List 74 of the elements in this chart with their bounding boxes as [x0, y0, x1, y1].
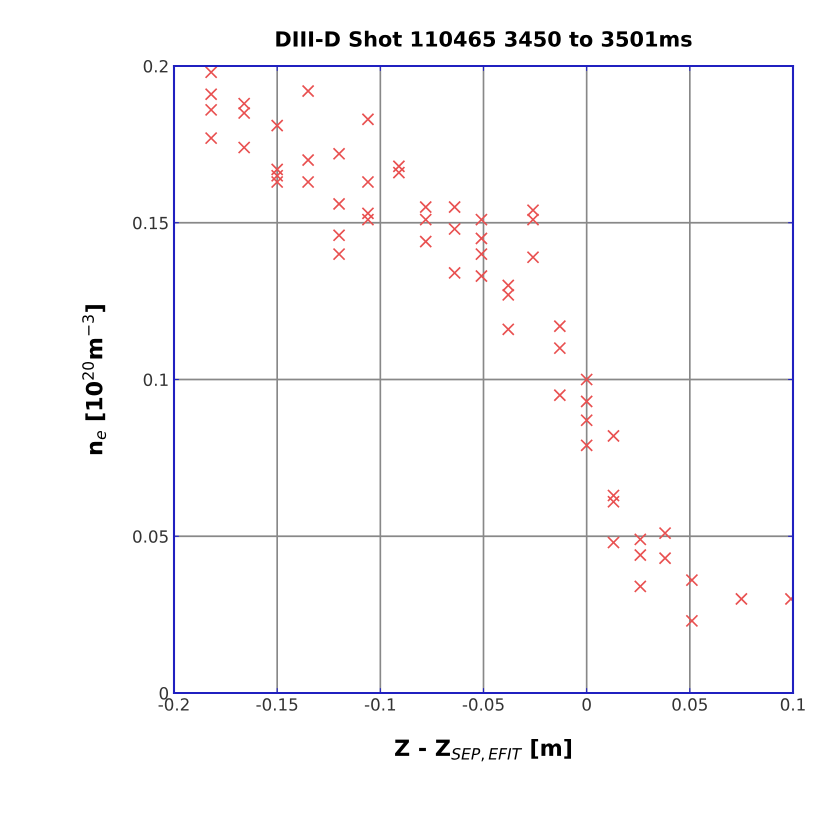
point	[419, 213, 432, 226]
x-tick-label: 0.05	[672, 698, 707, 711]
point	[658, 552, 672, 565]
point	[634, 548, 647, 562]
point	[475, 248, 488, 260]
point	[332, 198, 346, 210]
point	[607, 430, 620, 442]
point	[238, 97, 251, 110]
point	[580, 373, 594, 386]
point	[332, 147, 346, 160]
point	[270, 169, 284, 182]
point	[270, 163, 284, 176]
y-tick-label: 0	[160, 686, 168, 700]
y-tick-label: 0.15	[133, 216, 168, 230]
point	[204, 66, 218, 79]
point	[580, 414, 594, 427]
point	[362, 112, 374, 126]
point	[302, 84, 315, 98]
point	[204, 132, 218, 144]
point	[580, 395, 594, 408]
point	[238, 106, 251, 120]
point	[270, 119, 284, 132]
y-tick-label: 0.2	[144, 60, 168, 73]
x-tick-label: 0.1	[780, 698, 805, 711]
point	[607, 536, 620, 549]
point	[448, 200, 462, 214]
x-tick-label: 0	[582, 698, 591, 711]
point	[204, 88, 218, 101]
point	[580, 438, 594, 452]
y-tick-label: 0.1	[144, 373, 168, 386]
point	[392, 166, 406, 179]
point	[526, 204, 540, 217]
x-axis-title: Z - Z$_{SEP,EFIT}$ [m]	[395, 738, 572, 762]
point	[634, 580, 647, 593]
point	[419, 200, 432, 214]
point	[553, 388, 566, 402]
point	[735, 592, 748, 606]
point	[607, 489, 620, 502]
point	[502, 288, 515, 302]
point	[204, 104, 218, 116]
point	[553, 320, 566, 333]
point	[502, 322, 515, 336]
point	[302, 176, 315, 188]
x-tick-label: -0.15	[256, 698, 298, 711]
point	[502, 279, 515, 292]
point	[607, 495, 620, 508]
point	[419, 235, 432, 248]
point	[448, 266, 462, 280]
point	[362, 206, 374, 220]
point	[475, 232, 488, 245]
point	[392, 160, 406, 173]
point	[332, 248, 346, 260]
point	[686, 614, 698, 628]
point	[658, 526, 672, 540]
x-tick-label: -0.2	[158, 698, 189, 711]
point	[332, 228, 346, 242]
point	[448, 222, 462, 236]
y-tick-label: 0.05	[133, 530, 168, 543]
chart-title: DIII-D Shot 110465 3450 to 3501ms	[276, 30, 692, 47]
point	[238, 141, 251, 154]
x-tick-label: -0.1	[364, 698, 396, 711]
point	[526, 250, 540, 264]
x-tick-label: -0.05	[462, 698, 504, 711]
point	[362, 213, 374, 226]
point	[362, 176, 374, 188]
point	[475, 213, 488, 226]
point	[475, 270, 488, 282]
point	[302, 154, 315, 166]
y-axis-title: n$_{e}$ [10$^{20}$m$^{−3}$]	[82, 305, 106, 454]
point	[553, 342, 566, 355]
point	[270, 176, 284, 188]
point	[634, 532, 647, 546]
point	[526, 213, 540, 226]
point	[686, 574, 698, 587]
